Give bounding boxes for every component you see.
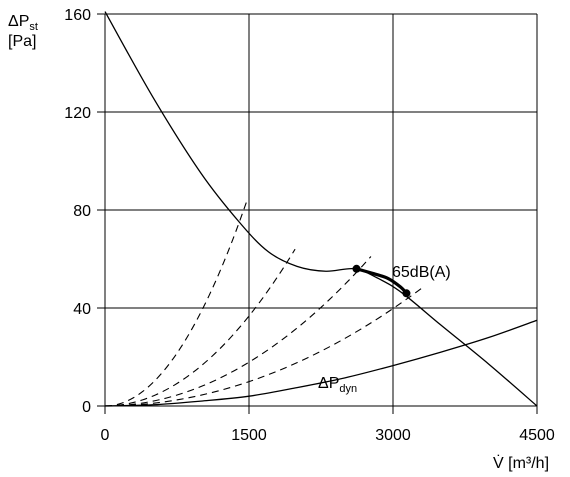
system-curves: [104, 200, 426, 407]
y-tick-label: 160: [64, 7, 91, 24]
dynamic-pressure-line: [104, 319, 538, 407]
x-tick-label: 4500: [519, 427, 555, 444]
system-curve: [104, 248, 296, 407]
y-tick-label: 0: [82, 399, 91, 416]
dynamic-pressure-label: ΔPdyn: [318, 375, 357, 395]
y-tick-label: 80: [73, 203, 91, 220]
noise-segment-line: [356, 267, 408, 295]
operating-point-marker: [402, 289, 411, 298]
fan-curve-line: [104, 11, 538, 407]
system-curve: [104, 285, 426, 407]
x-axis-label: V̇ [m³/h]: [493, 454, 549, 472]
noise-level-annotation: 65dB(A): [392, 264, 451, 281]
operating-point-markers: [352, 264, 411, 298]
chart-axes: [97, 13, 538, 414]
y-tick-label: 120: [64, 105, 91, 122]
x-tick-label: 3000: [375, 427, 411, 444]
data-series: [104, 11, 538, 407]
tick-labels: 0 1500 3000 4500 0 40 80 120 160: [64, 7, 555, 444]
chart-grid: [104, 13, 538, 407]
y-axis-unit: [Pa]: [8, 33, 36, 50]
x-tick-label: 0: [101, 427, 110, 444]
operating-point-marker: [352, 264, 361, 273]
y-axis-label: ΔPst: [8, 13, 38, 33]
x-tick-label: 1500: [231, 427, 267, 444]
y-tick-label: 40: [73, 301, 91, 318]
system-curve: [104, 200, 248, 407]
